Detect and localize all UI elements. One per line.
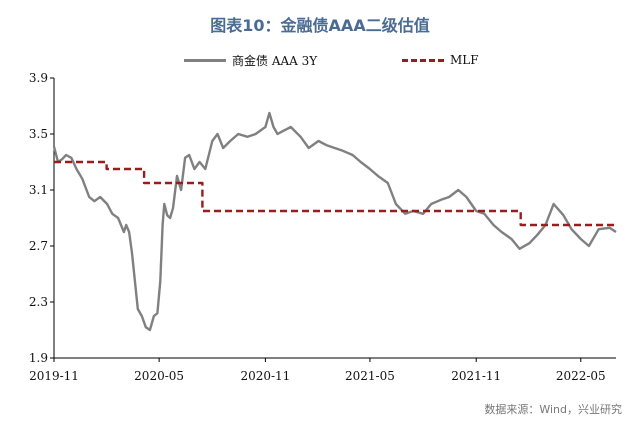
axes: 1.9 2.3 2.7 3.1 3.5 3.9 2019-11 2020-05 2020-11 2… (29, 71, 616, 383)
legend-label-series2: MLF (450, 53, 479, 67)
chart-title: 图表10：金融债AAA二级估值 (210, 16, 430, 35)
y-tick-label: 1.9 (29, 351, 48, 365)
x-tick-label: 2019-11 (29, 369, 79, 383)
y-tick-label: 3.9 (29, 71, 48, 85)
legend-label-series1: 商金债 AAA 3Y (232, 53, 318, 68)
source-note: 数据来源：Wind，兴业研究 (484, 403, 622, 416)
x-tick-label: 2021-11 (451, 369, 501, 383)
series-line-aaa-3y (52, 111, 617, 332)
y-tick-label: 3.5 (29, 127, 48, 141)
x-tick-label: 2020-05 (134, 369, 184, 383)
legend-swatch-solid (184, 58, 226, 62)
y-tick-label: 2.3 (29, 295, 48, 309)
x-tick-label: 2020-11 (240, 369, 290, 383)
series-line-mlf (54, 160, 616, 227)
legend-item-series1: 商金债 AAA 3Y (184, 52, 317, 68)
legend-swatch-dashed (402, 58, 444, 62)
legend-item-series2: MLF (402, 52, 479, 68)
x-tick-label: 2021-05 (345, 369, 395, 383)
series-group (52, 111, 617, 332)
y-tick-label: 2.7 (29, 239, 48, 253)
x-tick-label: 2022-05 (556, 369, 606, 383)
y-tick-label: 3.1 (29, 183, 48, 197)
